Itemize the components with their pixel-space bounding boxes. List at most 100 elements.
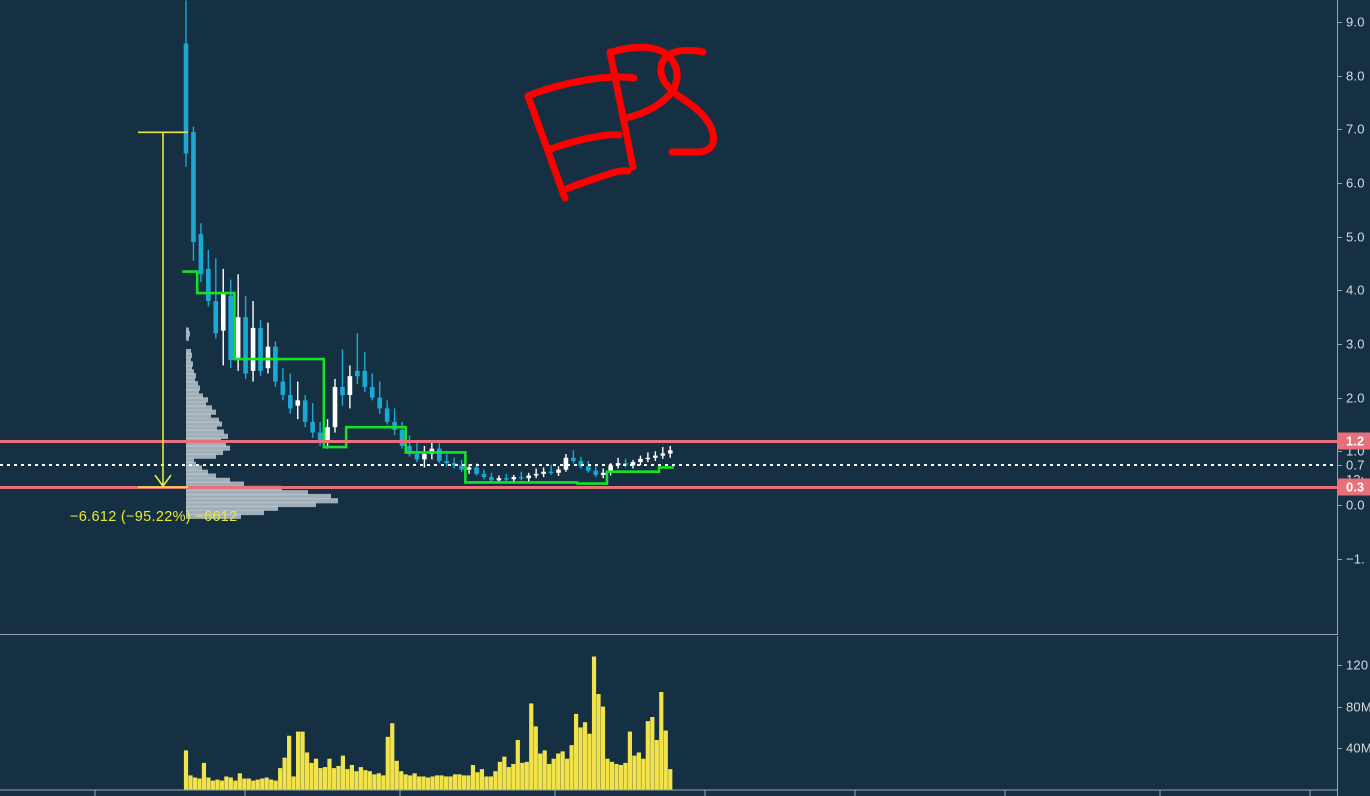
volume-bar [556,753,561,790]
volume-bar [269,779,274,790]
volume-bar [587,733,592,790]
volume-bar [237,773,242,790]
volume-bar [399,771,404,790]
price-tick-mark [1337,22,1342,23]
volume-bar [278,768,283,790]
volume-bar [309,762,314,790]
candle-body [653,455,658,458]
volume-bar [264,777,269,790]
candle-body [206,268,211,302]
support-level-badge[interactable]: 0.3 [1337,478,1370,496]
volume-bar [300,731,305,790]
volume-profile-bar [186,361,193,367]
candle-body [332,386,338,428]
candle-body [280,381,286,395]
volume-bar [623,762,628,790]
volume-profile-bar [186,401,206,407]
volume-bar [417,776,422,790]
volume-pane[interactable] [0,636,1337,796]
candle-body [183,43,189,154]
candle-body [198,233,204,275]
volume-bar [282,757,287,790]
price-tick-mark [1337,505,1342,506]
candle-body [355,370,360,377]
volume-bar [336,766,341,790]
price-tick-mark [1337,397,1342,399]
price-tick: 4.0 [1346,282,1365,298]
candle-body [645,457,651,460]
price-chart-pane[interactable]: −6.612 (−95.22%) −6612 EPS [0,0,1337,635]
volume-profile-bar [186,365,192,371]
volume-profile-bar [186,357,191,363]
volume-bar [479,769,485,790]
price-tick: 8.0 [1346,68,1365,84]
volume-bar [408,775,413,790]
volume-bar [466,775,471,790]
volume-bar [569,745,574,790]
volume-bar [448,776,453,790]
volume-bar [251,780,256,790]
volume-profile-bar [186,389,199,395]
resistance-level-line[interactable] [0,439,1337,443]
volume-profile-bar [186,477,230,483]
candle-body [496,478,502,481]
candle-body [362,370,368,387]
candle-body [630,462,636,466]
volume-bar [560,751,565,790]
volume-bar-group [183,656,673,790]
volume-bar [443,776,449,790]
volume-bar [538,753,543,790]
support-level-line[interactable] [0,486,1337,490]
price-scale[interactable]: 9.08.07.06.05.04.03.02.01.00.0−1.0.712:1… [1337,0,1370,635]
volume-profile-bar [186,352,192,358]
candle-body [489,477,494,481]
volume-bar [641,758,646,790]
volume-scale[interactable]: 120 80M 40M [1337,636,1370,796]
volume-bar [645,721,650,790]
volume-profile-bar [186,457,194,464]
volume-bar [520,762,525,790]
volume-bar [565,758,570,790]
volume-bar [488,776,493,790]
volume-bar [340,755,346,790]
resistance-level-badge[interactable]: 1.2 [1337,432,1370,450]
candle-body [191,132,196,243]
last-price-label-mark [1337,464,1342,466]
volume-profile-bar [186,369,194,375]
volume-bar [403,774,408,790]
volume-profile-bar [186,433,228,439]
pane-divider[interactable] [0,634,1337,635]
volume-bar [394,760,399,790]
candle-body [533,473,539,476]
volume-bar [605,758,610,790]
volume-profile-bar [186,449,223,456]
candle-body [243,317,248,374]
volume-bar [183,750,189,790]
candle-body [392,421,397,430]
volume-bar [578,727,583,790]
volume-bar [632,755,637,790]
volume-profile-bar [186,409,216,415]
volume-bar [287,735,292,790]
volume-bar [497,761,502,790]
candle-body [347,376,353,395]
price-tick-mark [1337,129,1342,131]
candle-body [541,471,546,474]
volume-bar [426,777,431,790]
volume-tick: 40M [1346,740,1370,756]
measure-range-tool[interactable] [0,0,1337,635]
measure-graphic [138,131,188,488]
volume-bar [291,776,296,790]
volume-bar [551,758,556,790]
volume-bar [515,739,520,790]
volume-bar [618,764,624,790]
volume-bar [434,775,440,790]
candle-body [586,466,591,471]
candle-body [340,386,345,395]
candle-body [504,478,509,480]
candle-body [548,471,554,474]
candle-body [422,454,427,460]
volume-bar [452,774,458,790]
volume-profile-bar [186,429,224,435]
candle-body [369,386,375,398]
